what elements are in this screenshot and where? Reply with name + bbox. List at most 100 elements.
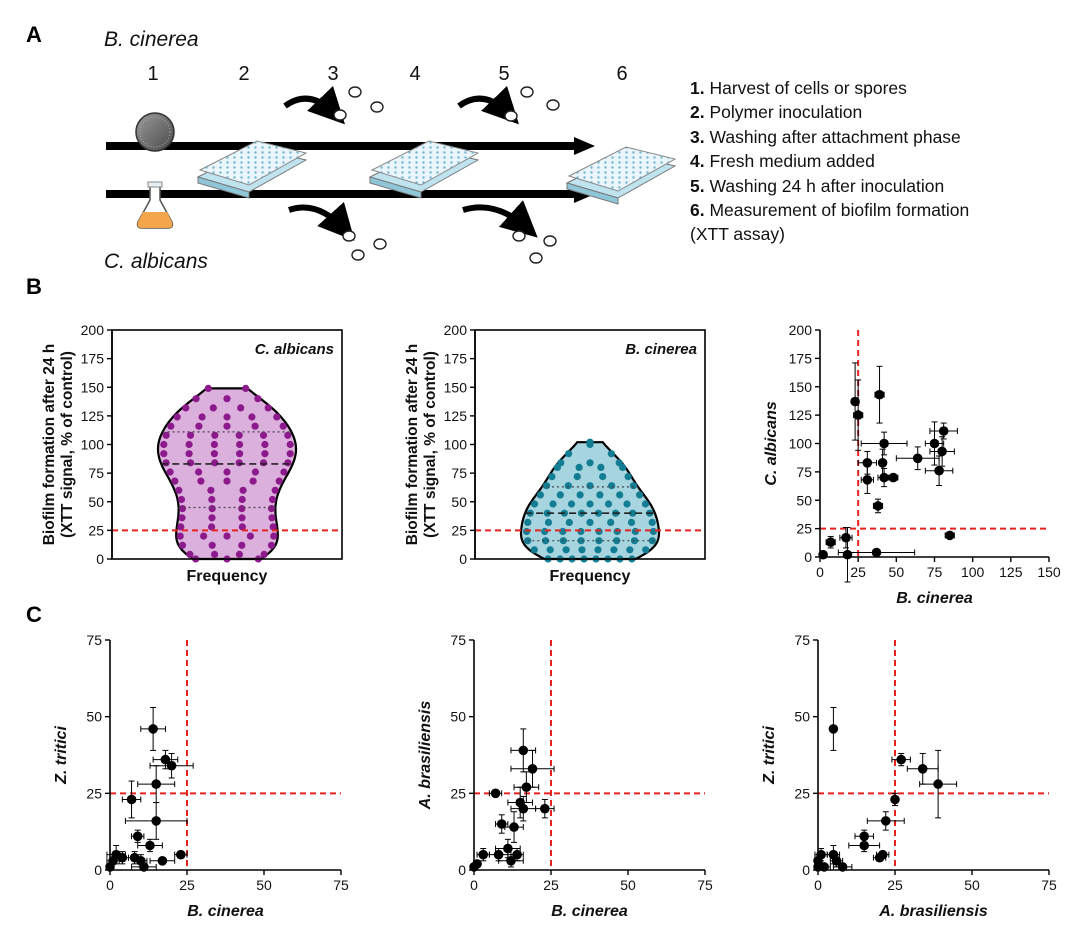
- data-point: [268, 495, 277, 504]
- y-tick-label: 25: [451, 522, 467, 538]
- data-point: [148, 724, 158, 734]
- data-point: [929, 438, 940, 449]
- y-tick-label: 0: [804, 549, 812, 565]
- data-point: [493, 849, 504, 860]
- x-tick-label: 75: [333, 877, 349, 893]
- data-point: [210, 450, 218, 458]
- step-number: 5: [498, 63, 509, 85]
- data-point: [599, 473, 607, 481]
- data-point: [178, 541, 187, 549]
- x-axis-title: B. cinerea: [187, 903, 264, 920]
- data-point: [629, 509, 637, 517]
- data-point: [859, 840, 869, 851]
- data-point: [604, 500, 613, 508]
- data-point: [211, 550, 219, 559]
- data-point: [166, 760, 177, 771]
- data-point: [879, 438, 889, 449]
- data-point: [627, 518, 636, 527]
- series-label: B. cinerea: [625, 341, 697, 358]
- data-point: [197, 477, 205, 485]
- data-point: [238, 541, 246, 549]
- data-point: [238, 523, 246, 531]
- data-point: [117, 852, 128, 863]
- x-axis-title: Frequency: [187, 568, 268, 585]
- y-tick-label: 50: [796, 492, 812, 508]
- data-point: [270, 532, 278, 540]
- data-point: [235, 431, 243, 439]
- data-point: [251, 468, 259, 476]
- y-axis-title: Biofilm formation after 24 h: [41, 344, 58, 546]
- x-tick-label: 25: [887, 877, 903, 893]
- data-point: [841, 532, 851, 543]
- data-point: [575, 463, 583, 471]
- step-list: 1. Harvest of cells or spores 2. Polymer…: [690, 76, 969, 247]
- y-axis-title: Z. tritici: [53, 726, 70, 785]
- data-point: [562, 546, 570, 554]
- data-point: [209, 404, 217, 412]
- organism-bottom-label: C. albicans: [104, 250, 208, 273]
- data-point: [223, 422, 231, 430]
- y-axis-title: Biofilm formation after 24 h: [404, 344, 421, 546]
- data-point: [237, 404, 245, 412]
- data-point: [279, 422, 287, 430]
- data-point: [211, 431, 219, 439]
- data-point: [223, 395, 231, 403]
- data-point: [208, 541, 216, 549]
- y-tick-label: 75: [88, 465, 104, 481]
- data-point: [546, 546, 554, 554]
- scatter-chart: 0 25 50 75 0 25 50 75 A. brasiliensis Z. tritici: [761, 632, 1057, 920]
- data-point: [267, 541, 276, 549]
- x-tick-label: 50: [256, 877, 272, 893]
- y-tick-label: 175: [444, 351, 468, 367]
- data-point: [616, 491, 624, 499]
- y-tick-label: 150: [789, 379, 813, 395]
- data-point: [195, 468, 203, 476]
- data-point: [623, 500, 631, 508]
- data-point: [162, 431, 170, 439]
- data-point: [544, 518, 553, 527]
- scatter-chart: 0 25 50 75 0 25 50 75 B. cinerea A. brasiliensis: [417, 632, 713, 920]
- data-point: [540, 803, 550, 814]
- y-axis-title: (XTT signal, % of control): [59, 351, 76, 538]
- y-tick-label: 50: [450, 709, 466, 725]
- x-axis-title: B. cinerea: [551, 903, 628, 920]
- y-tick-label: 0: [96, 551, 104, 567]
- data-point: [186, 431, 195, 439]
- data-point: [208, 514, 216, 522]
- step-item-tail: (XTT assay): [690, 224, 785, 245]
- well-plate-icon: [565, 146, 677, 205]
- data-point: [246, 532, 254, 540]
- step-item: 2. Polymer inoculation: [690, 102, 863, 123]
- data-point: [642, 546, 650, 554]
- data-point: [631, 527, 639, 536]
- data-point: [177, 523, 185, 531]
- y-tick-label: 25: [796, 521, 812, 537]
- data-point: [157, 856, 168, 866]
- data-point: [530, 546, 538, 554]
- data-point: [162, 459, 170, 467]
- y-tick-label: 0: [94, 862, 102, 878]
- data-point: [641, 500, 650, 508]
- data-point: [275, 477, 283, 485]
- data-point: [615, 459, 623, 467]
- y-tick-label: 200: [444, 322, 468, 338]
- data-point: [842, 549, 853, 560]
- data-point: [236, 450, 244, 458]
- data-point: [586, 438, 594, 446]
- data-point: [145, 840, 155, 851]
- x-tick-label: 0: [470, 877, 478, 893]
- y-tick-label: 75: [796, 464, 812, 480]
- data-point: [273, 413, 281, 421]
- data-point: [151, 816, 161, 826]
- data-point: [828, 724, 839, 734]
- step-number: 2: [238, 63, 249, 85]
- x-tick-label: 75: [927, 564, 943, 580]
- data-point: [597, 463, 605, 471]
- data-point: [565, 450, 573, 458]
- step-item: 5. Washing 24 h after inoculation: [690, 175, 945, 196]
- y-tick-label: 125: [444, 408, 468, 424]
- data-point: [896, 754, 906, 765]
- data-point: [624, 473, 632, 481]
- y-tick-label: 100: [789, 436, 813, 452]
